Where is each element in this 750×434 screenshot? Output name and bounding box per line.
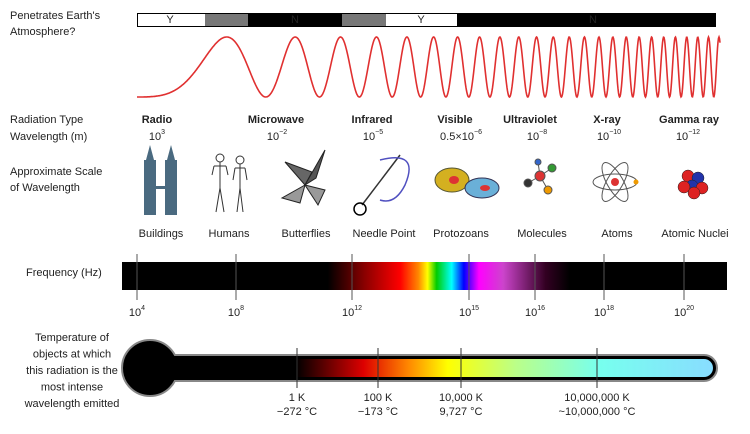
- row-label: Frequency (Hz): [26, 267, 102, 279]
- frequency-tick-label: 1018: [594, 305, 614, 319]
- row-label: most intense: [41, 381, 103, 393]
- frequency-tick-label: 108: [228, 305, 244, 319]
- temperature-celsius: 9,727 °C: [440, 406, 483, 418]
- radiation-type: Gamma ray: [659, 114, 720, 126]
- tick-base: 10: [674, 307, 686, 319]
- temperature-celsius: −272 °C: [277, 406, 317, 418]
- row-label: wavelength emitted: [24, 398, 120, 410]
- icon-humans: [211, 153, 248, 213]
- wavelength-exp: 3: [161, 129, 165, 136]
- object-label: Atomic Nuclei: [661, 228, 728, 240]
- wavelength: 10−5: [363, 129, 383, 143]
- wavelength-exp: −2: [279, 129, 287, 136]
- radiation-type: Visible: [437, 114, 472, 126]
- radiation-type: X-ray: [593, 114, 621, 126]
- atmosphere-segment: Y: [166, 14, 174, 26]
- tick-exp: 12: [354, 305, 362, 312]
- tick-exp: 8: [240, 305, 244, 312]
- object-label: Butterflies: [282, 228, 331, 240]
- wavelength: 10−8: [527, 129, 547, 143]
- tick-exp: 15: [471, 305, 479, 312]
- atmosphere-bar: [137, 13, 716, 27]
- temperature-kelvin: 1 K: [289, 392, 306, 404]
- wavelength: 10−2: [267, 129, 287, 143]
- wavelength: 10−12: [676, 129, 700, 143]
- icon-atom: [592, 162, 639, 202]
- tick-base: 10: [459, 307, 471, 319]
- row-label: objects at which: [33, 348, 111, 360]
- row-label: Wavelength (m): [10, 131, 87, 143]
- wavelength-exp: −5: [375, 129, 383, 136]
- wavelength-exp: −12: [688, 129, 700, 136]
- frequency-tick-label: 1020: [674, 305, 694, 319]
- atmosphere-segment: N: [291, 14, 299, 26]
- temperature-celsius: −173 °C: [358, 406, 398, 418]
- wavelength-base: 0.5×10: [440, 131, 474, 143]
- icon-buildings: [144, 145, 177, 215]
- thermometer: [121, 339, 718, 397]
- temperature-celsius: ~10,000,000 °C: [559, 406, 636, 418]
- tick-exp: 16: [537, 305, 545, 312]
- wavelength-base: 10: [676, 131, 688, 143]
- wavelength: 0.5×10−6: [440, 129, 482, 143]
- wavelength-base: 10: [363, 131, 375, 143]
- row-label: Radiation Type: [10, 114, 83, 126]
- wavelength: 103: [149, 129, 165, 143]
- object-label: Humans: [209, 228, 250, 240]
- radiation-type: Ultraviolet: [503, 114, 557, 126]
- object-label: Buildings: [139, 228, 184, 240]
- atmosphere-segment: Y: [417, 14, 425, 26]
- tick-base: 10: [129, 307, 141, 319]
- icon-molecule: [523, 158, 557, 195]
- row-label: of Wavelength: [10, 182, 80, 194]
- row-label: this radiation is the: [26, 365, 118, 377]
- icon-nucleus: [677, 169, 709, 200]
- frequency-bar: [122, 262, 727, 290]
- wavelength-exp: −8: [539, 129, 547, 136]
- frequency-tick-label: 104: [129, 305, 145, 319]
- wavelength-exp: −10: [609, 129, 621, 136]
- tick-exp: 20: [686, 305, 694, 312]
- wavelength-base: 10: [527, 131, 539, 143]
- frequency-tick-label: 1015: [459, 305, 479, 319]
- temperature-kelvin: 10,000 K: [439, 392, 484, 404]
- tick-exp: 4: [141, 305, 145, 312]
- tick-base: 10: [594, 307, 606, 319]
- atmosphere-label: Penetrates Earth's: [10, 10, 101, 22]
- wavelength-base: 10: [267, 131, 279, 143]
- wavelength-exp: −6: [474, 129, 482, 136]
- wave: [137, 34, 721, 99]
- temperature-kelvin: 100 K: [364, 392, 393, 404]
- frequency-tick-label: 1012: [342, 305, 362, 319]
- frequency-tick-label: 1016: [525, 305, 545, 319]
- atmosphere-label: Atmosphere?: [10, 26, 75, 38]
- radiation-type: Microwave: [248, 114, 304, 126]
- tick-base: 10: [342, 307, 354, 319]
- object-label: Molecules: [517, 228, 567, 240]
- row-label: Approximate Scale: [10, 166, 102, 178]
- object-label: Protozoans: [433, 228, 489, 240]
- icon-protozoans: [434, 167, 500, 199]
- radiation-type: Infrared: [352, 114, 393, 126]
- icon-needle: [353, 154, 410, 216]
- object-label: Atoms: [601, 228, 633, 240]
- object-label: Needle Point: [353, 228, 416, 240]
- tick-base: 10: [525, 307, 537, 319]
- temperature-kelvin: 10,000,000 K: [564, 392, 630, 404]
- wavelength-base: 10: [149, 131, 161, 143]
- radiation-type: Radio: [142, 114, 173, 126]
- tick-exp: 18: [606, 305, 614, 312]
- wavelength-base: 10: [597, 131, 609, 143]
- row-label: Temperature of: [35, 332, 110, 344]
- tick-base: 10: [228, 307, 240, 319]
- icon-butterfly: [280, 149, 326, 207]
- wavelength: 10−10: [597, 129, 621, 143]
- atmosphere-segment: N: [589, 14, 597, 26]
